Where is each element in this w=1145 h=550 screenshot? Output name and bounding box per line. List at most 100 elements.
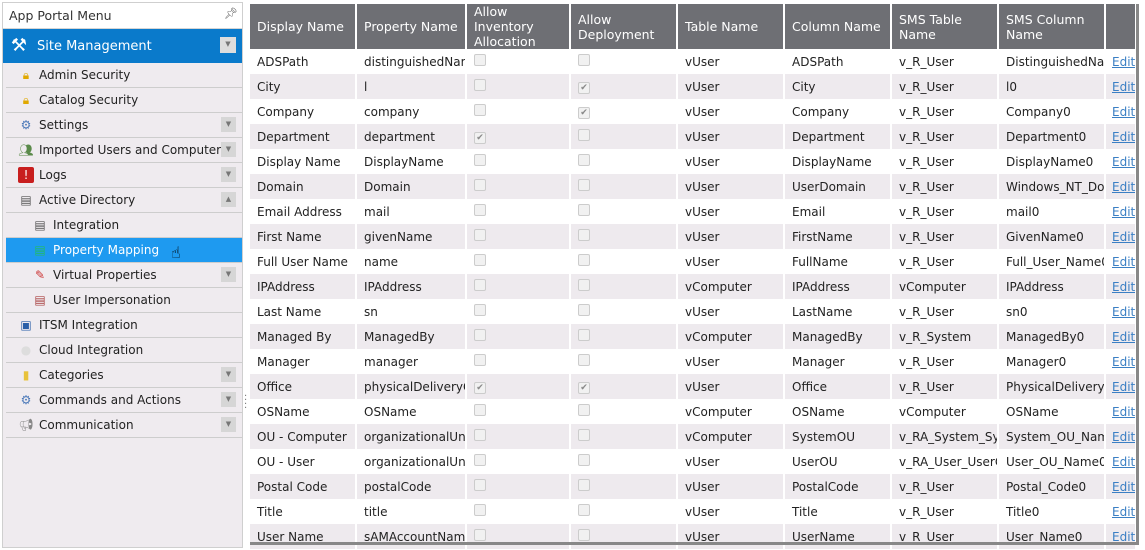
allow-deployment-checkbox[interactable]	[578, 479, 590, 491]
edit-link[interactable]: Edit	[1112, 104, 1136, 119]
allow-deployment-checkbox[interactable]	[578, 129, 590, 141]
checkbox-cell	[570, 524, 678, 549]
site-management-section[interactable]: ⚒ Site Management ▼	[3, 29, 242, 63]
allow-inventory-checkbox[interactable]	[474, 154, 486, 166]
allow-deployment-checkbox[interactable]	[578, 204, 590, 216]
chevron-down-icon[interactable]: ▼	[221, 117, 236, 132]
allow-inventory-checkbox[interactable]	[474, 54, 486, 66]
chevron-down-icon[interactable]: ▼	[221, 367, 236, 382]
column-header[interactable]: SMS Table Name	[891, 4, 999, 49]
allow-deployment-checkbox[interactable]	[578, 304, 590, 316]
allow-deployment-checkbox[interactable]	[578, 254, 590, 266]
chevron-down-icon[interactable]: ▼	[221, 417, 236, 432]
allow-inventory-checkbox[interactable]	[474, 329, 486, 341]
edit-link[interactable]: Edit	[1112, 79, 1136, 94]
allow-inventory-checkbox[interactable]	[474, 104, 486, 116]
column-header[interactable]: Allow Deployment	[570, 4, 678, 49]
sidebar-item-user-impersonation[interactable]: ▤ User Impersonation	[6, 288, 242, 313]
splitter-handle[interactable]: · · · ·	[244, 391, 248, 414]
allow-deployment-checkbox[interactable]	[578, 404, 590, 416]
sidebar-item-communication[interactable]: 📢︎ Communication ▼	[6, 413, 242, 438]
column-header[interactable]: Allow Inventory Allocation	[466, 4, 571, 49]
edit-link[interactable]: Edit	[1112, 54, 1136, 69]
edit-link[interactable]: Edit	[1112, 379, 1136, 394]
sidebar-item-categories[interactable]: ▮ Categories ▼	[6, 363, 242, 388]
allow-inventory-checkbox[interactable]	[474, 279, 486, 291]
allow-deployment-checkbox[interactable]	[578, 329, 590, 341]
sidebar-item-active-directory[interactable]: ▤ Active Directory ▲	[6, 188, 242, 213]
sidebar-item-settings[interactable]: ⚙ Settings ▼	[6, 113, 242, 138]
cell: City	[250, 74, 357, 99]
pin-icon[interactable]: 📌︎	[224, 7, 238, 20]
megaphone-icon: 📢︎	[18, 418, 34, 432]
edit-link[interactable]: Edit	[1112, 154, 1136, 169]
chevron-down-icon[interactable]: ▼	[220, 37, 236, 53]
sidebar-item-property-mapping[interactable]: ▤ Property Mapping ☝︎	[6, 238, 242, 263]
chevron-down-icon[interactable]: ▼	[221, 392, 236, 407]
allow-deployment-checkbox[interactable]	[578, 454, 590, 466]
allow-inventory-checkbox[interactable]	[474, 229, 486, 241]
allow-deployment-checkbox[interactable]	[578, 179, 590, 191]
allow-deployment-checkbox[interactable]: ✔	[578, 107, 590, 119]
edit-link[interactable]: Edit	[1112, 179, 1136, 194]
allow-deployment-checkbox[interactable]	[578, 54, 590, 66]
sidebar-item-admin-security[interactable]: 🔒︎ Admin Security	[6, 63, 242, 88]
edit-link[interactable]: Edit	[1112, 429, 1136, 444]
allow-deployment-checkbox[interactable]	[578, 504, 590, 516]
edit-link[interactable]: Edit	[1112, 404, 1136, 419]
allow-deployment-checkbox[interactable]	[578, 279, 590, 291]
edit-link[interactable]: Edit	[1112, 529, 1136, 544]
edit-link[interactable]: Edit	[1112, 354, 1136, 369]
sidebar-item-imported-users-and-computers[interactable]: 👥︎ Imported Users and Computers ▼	[6, 138, 242, 163]
allow-inventory-checkbox[interactable]	[474, 354, 486, 366]
allow-inventory-checkbox[interactable]: ✔	[474, 382, 486, 394]
edit-link[interactable]: Edit	[1112, 479, 1136, 494]
allow-inventory-checkbox[interactable]	[474, 529, 486, 541]
sidebar-item-virtual-properties[interactable]: ✎ Virtual Properties ▼	[6, 263, 242, 288]
column-header[interactable]: Table Name	[677, 4, 785, 49]
edit-link[interactable]: Edit	[1112, 129, 1136, 144]
edit-link[interactable]: Edit	[1112, 229, 1136, 244]
column-header[interactable]: Property Name	[356, 4, 467, 49]
sidebar-item-commands-and-actions[interactable]: ⚙ Commands and Actions ▼	[6, 388, 242, 413]
allow-deployment-checkbox[interactable]	[578, 429, 590, 441]
allow-deployment-checkbox[interactable]	[578, 154, 590, 166]
allow-deployment-checkbox[interactable]	[578, 529, 590, 541]
sidebar-item-itsm-integration[interactable]: ▣ ITSM Integration	[6, 313, 242, 338]
allow-inventory-checkbox[interactable]: ✔	[474, 132, 486, 144]
allow-deployment-checkbox[interactable]: ✔	[578, 382, 590, 394]
sidebar-item-catalog-security[interactable]: 🔒︎ Catalog Security	[6, 88, 242, 113]
allow-inventory-checkbox[interactable]	[474, 254, 486, 266]
chevron-down-icon[interactable]: ▼	[221, 142, 236, 157]
edit-link[interactable]: Edit	[1112, 504, 1136, 519]
allow-inventory-checkbox[interactable]	[474, 479, 486, 491]
allow-inventory-checkbox[interactable]	[474, 179, 486, 191]
edit-link[interactable]: Edit	[1112, 204, 1136, 219]
edit-link[interactable]: Edit	[1112, 454, 1136, 469]
allow-inventory-checkbox[interactable]	[474, 79, 486, 91]
edit-link[interactable]: Edit	[1112, 304, 1136, 319]
allow-deployment-checkbox[interactable]	[578, 229, 590, 241]
table-row: OU - Computer organizationalUnit vComputer…	[250, 424, 1137, 449]
edit-link[interactable]: Edit	[1112, 254, 1136, 269]
sidebar-item-logs[interactable]: ! Logs ▼	[6, 163, 242, 188]
edit-link[interactable]: Edit	[1112, 329, 1136, 344]
column-header[interactable]	[1105, 4, 1137, 49]
allow-inventory-checkbox[interactable]	[474, 429, 486, 441]
allow-inventory-checkbox[interactable]	[474, 304, 486, 316]
chevron-down-icon[interactable]: ▼	[221, 267, 236, 282]
allow-deployment-checkbox[interactable]	[578, 354, 590, 366]
chevron-down-icon[interactable]: ▼	[221, 167, 236, 182]
allow-deployment-checkbox[interactable]: ✔	[578, 82, 590, 94]
column-header[interactable]: Column Name	[784, 4, 892, 49]
sidebar-item-cloud-integration[interactable]: ● Cloud Integration	[6, 338, 242, 363]
allow-inventory-checkbox[interactable]	[474, 454, 486, 466]
allow-inventory-checkbox[interactable]	[474, 404, 486, 416]
edit-link[interactable]: Edit	[1112, 279, 1136, 294]
allow-inventory-checkbox[interactable]	[474, 204, 486, 216]
column-header[interactable]: Display Name	[250, 4, 357, 49]
sidebar-item-integration[interactable]: ▤ Integration	[6, 213, 242, 238]
allow-inventory-checkbox[interactable]	[474, 504, 486, 516]
column-header[interactable]: SMS Column Name	[998, 4, 1106, 49]
chevron-up-icon[interactable]: ▲	[221, 192, 236, 207]
